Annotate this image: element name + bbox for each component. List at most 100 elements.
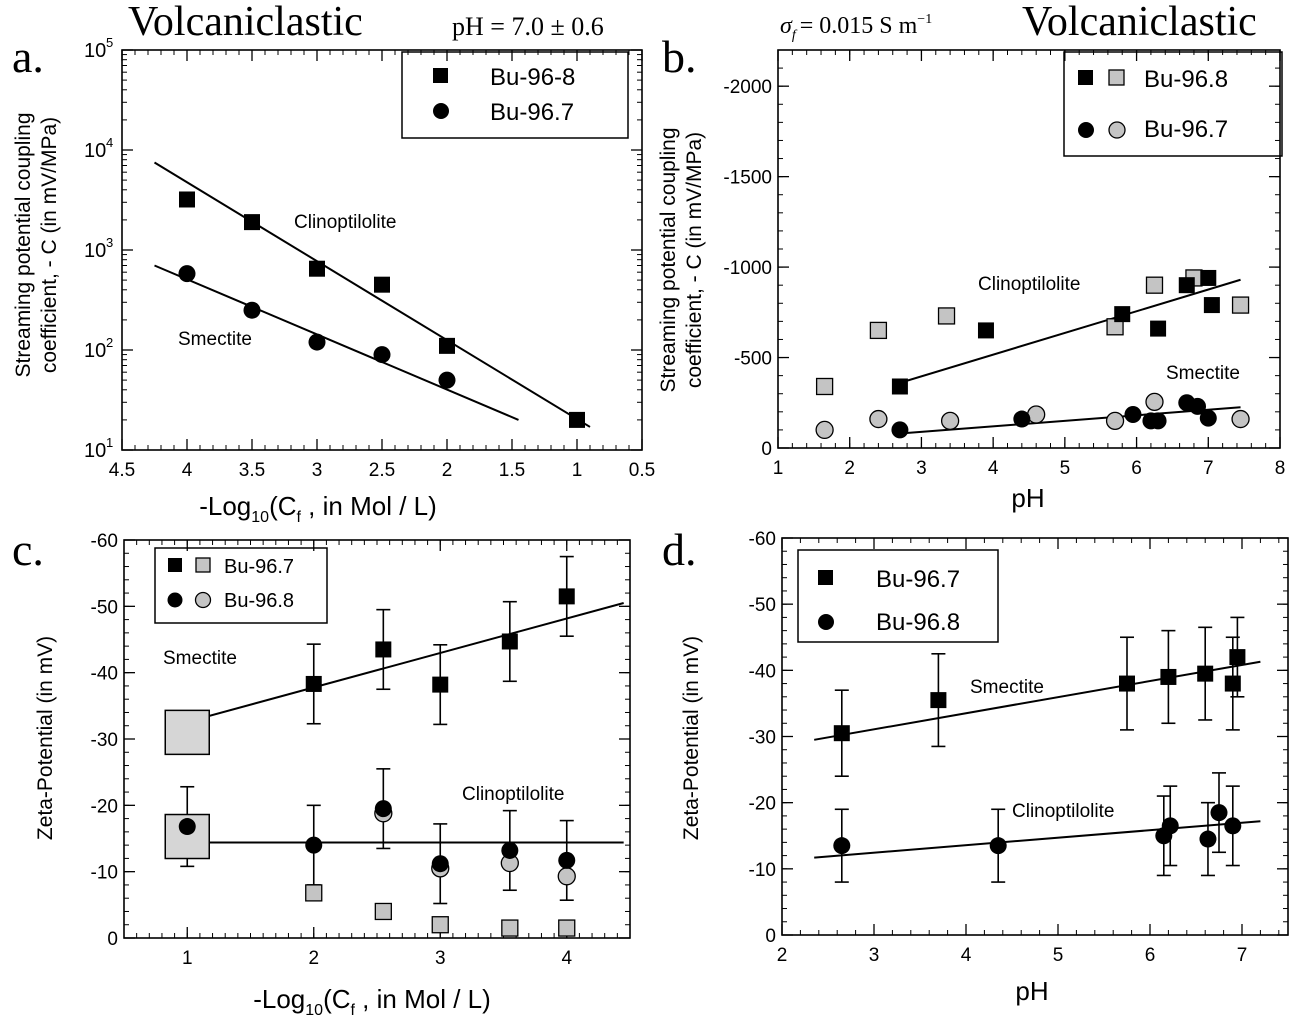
marker-square-gray: [937, 307, 956, 325]
marker-square-black: [891, 378, 908, 395]
marker-circle-black: [833, 837, 851, 855]
legend-marker-circle-black: [1078, 122, 1094, 138]
legend-label: Bu-96.7: [224, 556, 294, 578]
marker-square-gray: [558, 919, 576, 937]
marker-square-gray: [501, 919, 519, 937]
sigma-symbol: σ: [780, 13, 793, 39]
x-tick-label: 3: [312, 460, 323, 481]
annotation: Smectite: [970, 677, 1044, 698]
legend-marker-square-black: [168, 558, 182, 572]
legend-marker-circle-black: [433, 103, 449, 119]
x-tick-label: 2.5: [369, 460, 395, 481]
legend-marker-circle-gray: [1108, 121, 1126, 139]
x-tick-label: 4.5: [109, 460, 135, 481]
fit-line: [814, 660, 1261, 741]
legend-box: [1063, 51, 1283, 157]
marker-circle-black: [308, 333, 326, 351]
y-tick-exponent: 1: [106, 435, 113, 450]
legend-label: Bu-96.7: [490, 99, 574, 126]
marker-circle-black: [1149, 412, 1167, 430]
panel-b: b. σf = 0.015 S m−1 Volcaniclastic pH Str…: [657, 0, 1285, 513]
x-tick-label: 4: [961, 945, 972, 966]
panel-c-ylabel: Zeta-Potential (in mV): [34, 636, 57, 840]
marker-square-gray: [305, 884, 323, 902]
marker-circle-black: [989, 837, 1007, 855]
x-tick-label: 2: [777, 945, 788, 966]
x-tick-label: 1: [182, 948, 193, 969]
marker-square-black: [305, 675, 322, 692]
marker-circle-black: [558, 851, 576, 869]
marker-square-black: [569, 411, 585, 428]
legend-marker-square-black: [433, 68, 448, 83]
panel-a-ph-note: pH = 7.0 ± 0.6: [452, 12, 604, 41]
x-tick-label: 0.5: [629, 460, 655, 481]
legend-marker-square-black: [818, 570, 833, 585]
marker-circle-gray: [1231, 409, 1250, 429]
legend-label: Bu-96.8: [876, 609, 960, 636]
marker-square-black: [501, 633, 518, 650]
fit-line: [153, 161, 591, 428]
sigma-subscript: f: [792, 28, 798, 43]
x-tick-label: 3: [916, 458, 927, 479]
x-tick-label: 5: [1053, 945, 1064, 966]
x-tick-label: 7: [1203, 458, 1214, 479]
y-tick-label: -20: [749, 794, 776, 815]
legend-box: [154, 547, 328, 624]
fit-line: [154, 264, 519, 421]
x-tick-label: 6: [1145, 945, 1156, 966]
marker-circle-black: [1210, 804, 1228, 822]
y-tick-label: -500: [734, 349, 772, 370]
marker-square-black: [1150, 320, 1167, 337]
x-tick-label: 2: [308, 948, 319, 969]
marker-circle-gray: [940, 411, 960, 431]
marker-square-gray: [815, 377, 834, 396]
legend-box: [401, 51, 629, 139]
y-tick-exponent: 4: [106, 135, 113, 150]
y-tick-exponent: 3: [106, 235, 113, 250]
marker-square-black: [439, 337, 455, 354]
annotation: Smectite: [1166, 363, 1240, 384]
marker-circle-black: [178, 265, 196, 283]
annotation: Clinoptilolite: [294, 212, 396, 233]
marker-big-square-gray: [164, 709, 210, 756]
y-tick-label: -40: [749, 661, 776, 682]
x-tick-label: 3.5: [239, 460, 265, 481]
annotation: Smectite: [178, 329, 252, 350]
x-tick-label: 3: [869, 945, 880, 966]
panel-b-title: Volcaniclastic: [1022, 0, 1257, 45]
legend-marker-square-black: [1078, 70, 1093, 85]
annotation: Clinoptilolite: [978, 274, 1080, 295]
marker-circle-gray: [1145, 392, 1164, 412]
x-tick-label: 1: [572, 460, 583, 481]
y-tick-label: -50: [749, 595, 776, 616]
marker-circle-black: [1013, 410, 1031, 428]
marker-square-black: [930, 692, 947, 709]
legend-marker-circle-black: [818, 614, 834, 630]
panel-d: d. pH Zeta-Potential (in mV) Bu-96.7 Bu-…: [662, 524, 1289, 1006]
panel-b-letter: b.: [662, 31, 697, 82]
x-tick-label: 8: [1275, 458, 1286, 479]
fit-line: [899, 406, 1241, 435]
x-tick-label: 2: [844, 458, 855, 479]
marker-square-gray: [431, 916, 449, 934]
marker-circle-black: [1224, 817, 1242, 835]
panel-b-conductivity: σf = 0.015 S m−1: [780, 12, 932, 43]
x-tick-label: 4: [561, 948, 572, 969]
marker-square-black: [179, 191, 195, 208]
x-tick-label: 6: [1131, 458, 1142, 479]
panel-a-xlabel: -Log10(Cf , in Mol / L): [199, 491, 437, 526]
panel-b-ylabel-line1: Streaming potential coupling: [657, 127, 680, 392]
sigma-exponent: −1: [917, 12, 932, 27]
marker-square-black: [977, 322, 994, 339]
marker-square-gray: [1231, 296, 1250, 314]
legend: Bu-96.8 Bu-96.7: [1063, 51, 1283, 157]
marker-square-black: [1178, 277, 1195, 294]
marker-square-black: [374, 276, 390, 293]
y-tick-label: -30: [91, 730, 118, 751]
marker-square-black: [375, 641, 392, 658]
marker-square-black: [1197, 665, 1214, 682]
y-tick-label: 10: [84, 240, 106, 262]
marker-square-black: [558, 588, 575, 605]
y-tick-label: -60: [91, 531, 118, 552]
marker-circle-gray: [1105, 411, 1125, 431]
